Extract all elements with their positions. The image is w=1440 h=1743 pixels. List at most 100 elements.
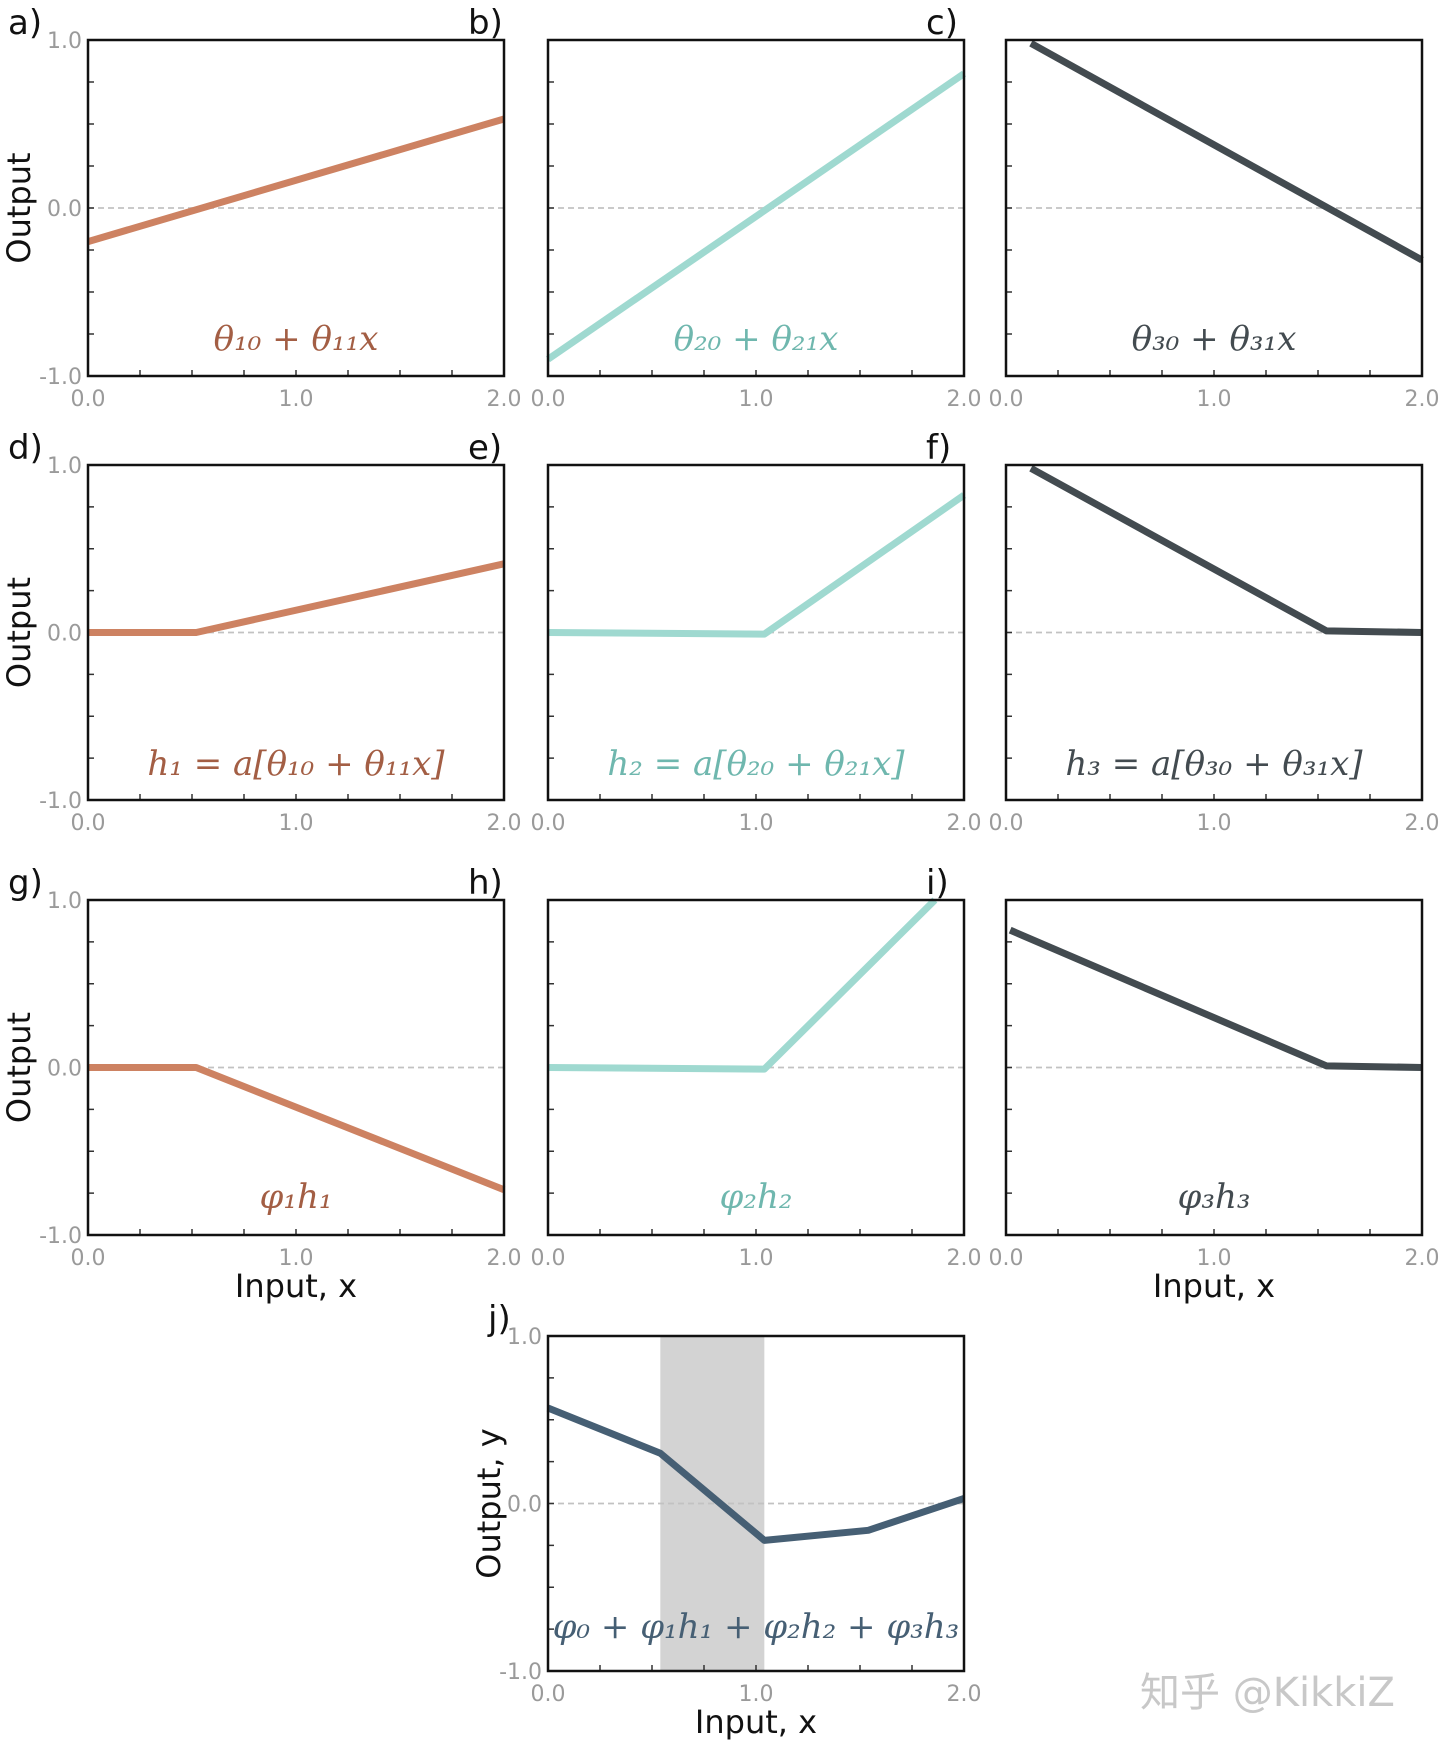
formula-label: h₂ = a[θ₂₀ + θ₂₁x] [607,744,905,784]
formula-label: θ₃₀ + θ₃₁x [1132,319,1297,359]
x-tick-label: 2.0 [947,811,982,836]
x-tick-label: 0.0 [71,1246,106,1271]
panel-letter: e) [468,428,502,468]
x-tick-label: 1.0 [279,1246,314,1271]
x-tick-label: 1.0 [279,811,314,836]
y-tick-label: 0.0 [47,1057,82,1082]
y-tick-label: -1.0 [499,1660,542,1685]
panel-h: 0.0 1.0 2.0 h) φ₂h₂ [468,863,982,1271]
x-tick-label: 0.0 [989,811,1024,836]
series-line [1008,926,1423,1071]
panel-letter: j) [487,1299,511,1339]
x-tick-label: 2.0 [487,1246,522,1271]
y-tick-label: 0.0 [507,1493,542,1518]
x-tick-label: 2.0 [1405,387,1440,412]
y-tick-label: 1.0 [47,889,82,914]
x-tick-label: 1.0 [279,387,314,412]
x-tick-label: 1.0 [1197,387,1232,412]
x-axis-title: Input, x [235,1267,357,1305]
series-line [546,70,966,363]
x-tick-label: 0.0 [989,387,1024,412]
x-tick-label: 0.0 [71,811,106,836]
series-line [1029,465,1423,636]
panel-f: 0.0 1.0 2.0 f) h₃ = a[θ₃₀ + θ₃₁x] [926,428,1440,836]
watermark: 知乎 @KikkiZ [1140,1670,1395,1716]
panel-b: 0.0 1.0 2.0 b) θ₂₀ + θ₂₁x [468,3,982,412]
y-axis-title: Output [0,152,38,263]
y-tick-label: -1.0 [39,1224,82,1249]
formula-label: φ₃h₃ [1178,1177,1251,1217]
x-tick-label: 2.0 [487,387,522,412]
panel-e: 0.0 1.0 2.0 e) h₂ = a[θ₂₀ + θ₂₁x] [468,428,982,836]
x-tick-label: 2.0 [487,811,522,836]
x-tick-label: 0.0 [989,1246,1024,1271]
x-tick-label: 1.0 [1197,1246,1232,1271]
x-tick-label: 0.0 [531,811,566,836]
formula-label: θ₁₀ + θ₁₁x [214,319,379,359]
panel-letter: d) [8,428,43,468]
y-tick-label: 1.0 [507,1325,542,1350]
panel-letter: b) [468,3,503,43]
series-line [546,1404,966,1544]
x-tick-label: 1.0 [739,1246,774,1271]
x-tick-label: 1.0 [1197,811,1232,836]
y-tick-label: 0.0 [47,197,82,222]
series-line [88,1064,506,1194]
plot-frame [546,463,966,802]
x-tick-label: 2.0 [1405,811,1440,836]
formula-label: h₃ = a[θ₃₀ + θ₃₁x] [1065,744,1363,784]
y-tick-label: 0.0 [47,622,82,647]
series-line [547,492,966,638]
panel-j: 0.0 1.0 2.01.00.0-1.0j)φ₀ + φ₁h₁ + φ₂h₂ + … [470,1299,982,1741]
x-tick-label: 2.0 [947,1682,982,1707]
panel-letter: i) [926,863,949,903]
y-tick-label: -1.0 [39,365,82,390]
y-axis-title: Output [0,577,38,688]
formula-label: φ₁h₁ [260,1177,333,1217]
x-axis-title: Input, x [1153,1267,1275,1305]
panel-c: 0.0 1.0 2.0 c) θ₃₀ + θ₃₁x [926,3,1440,412]
panel-letter: h) [468,863,503,903]
plot-frame [86,898,506,1237]
plot-frame [546,898,966,1237]
panel-letter: f) [926,428,951,468]
x-tick-label: 1.0 [739,1682,774,1707]
panel-letter: g) [8,863,43,903]
x-tick-label: 0.0 [531,1682,566,1707]
formula-label: φ₂h₂ [720,1177,793,1217]
plot-frame [546,1334,966,1673]
x-tick-label: 2.0 [947,1246,982,1271]
plot-frame [1004,463,1424,802]
x-tick-label: 1.0 [739,387,774,412]
series-line [547,897,938,1073]
y-axis-title: Output, y [470,1428,508,1578]
panel-letter: c) [926,3,958,43]
plot-frame [1004,898,1424,1237]
formula-label: θ₂₀ + θ₂₁x [674,319,839,359]
x-tick-label: 0.0 [71,387,106,412]
series-line [1029,40,1424,264]
x-axis-title: Input, x [695,1703,817,1741]
x-tick-label: 0.0 [531,1246,566,1271]
x-tick-label: 2.0 [947,387,982,412]
x-tick-label: 1.0 [739,811,774,836]
plot-frame [86,38,506,378]
y-axis-title: Output [0,1012,38,1123]
plot-frame [1004,38,1424,378]
x-tick-label: 2.0 [1405,1246,1440,1271]
plot-frame [86,463,506,802]
x-tick-label: 0.0 [531,387,566,412]
y-tick-label: -1.0 [39,789,82,814]
y-tick-label: 1.0 [47,454,82,479]
panel-i: 0.0 1.0 2.0 i) φ₃h₃ Input, x [926,863,1440,1305]
formula-label: h₁ = a[θ₁₀ + θ₁₁x] [147,744,445,784]
series-line [88,560,505,636]
panel-d: 0.0 1.0 2.01.00.0-1.0d)h₁ = a[θ₁₀ + θ₁₁x]O… [0,428,522,836]
panel-letter: a) [8,3,42,43]
series-line [87,115,505,245]
formula-label: φ₀ + φ₁h₁ + φ₂h₂ + φ₃h₃ [553,1607,960,1647]
plot-frame [546,38,966,378]
